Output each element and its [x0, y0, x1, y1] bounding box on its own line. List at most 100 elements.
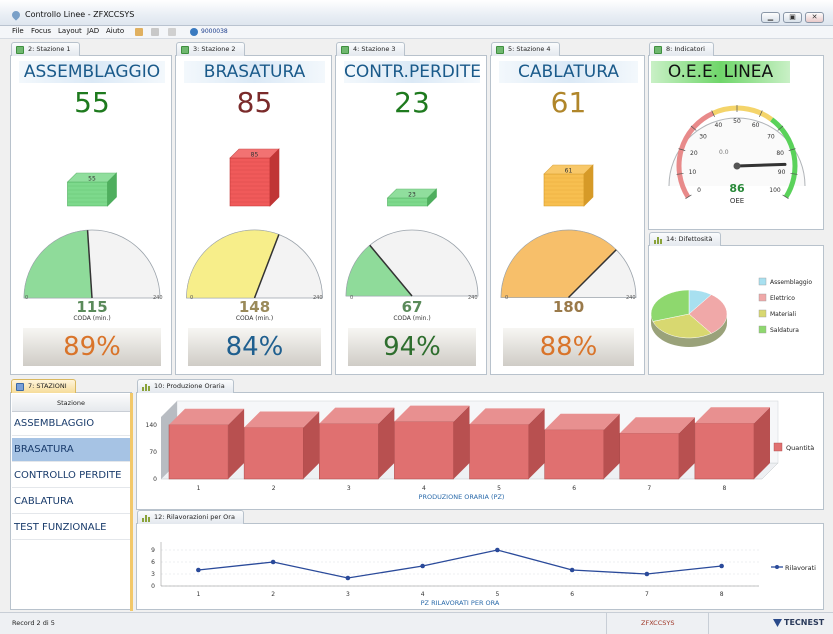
queue-gauge — [23, 229, 161, 299]
bar-top — [394, 405, 470, 422]
gauge-tick-label: 10 — [689, 169, 697, 176]
list-item[interactable]: TEST FUNZIONALE — [12, 516, 130, 540]
menu-jad[interactable]: JAD — [87, 27, 100, 35]
tab-station[interactable]: 5: Stazione 4 — [491, 42, 560, 56]
data-point — [569, 567, 575, 573]
status-bar: Record 2 di 5 ZFXCCSYS TECNEST — [0, 612, 833, 634]
cube-label: 61 — [565, 168, 573, 175]
panel-border-accent — [130, 393, 133, 611]
x-axis-label: PZ RILAVORATI PER ORA — [421, 599, 500, 607]
gauge-tick — [788, 148, 796, 151]
menu-layout[interactable]: Layout — [58, 27, 82, 35]
gauge-tick — [790, 173, 798, 175]
gauge-needle — [253, 234, 280, 299]
tab-label: 7: STAZIONI — [28, 382, 67, 390]
tab-rilavorazioni[interactable]: 12: Rilavorazioni per Ora — [137, 510, 244, 524]
tab-indicatori[interactable]: 8: Indicatori — [649, 42, 714, 56]
legend-label: Materiali — [770, 311, 796, 318]
grid-icon — [16, 383, 24, 391]
list-item[interactable]: BRASATURA — [12, 438, 130, 462]
record-status: Record 2 di 5 — [12, 619, 55, 627]
x-tick-label: 2 — [272, 485, 276, 492]
tab-difettosita[interactable]: 14: Difettosità — [649, 232, 722, 246]
cube-top — [386, 188, 438, 199]
tab-label: 12: Rilavorazioni per Ora — [154, 513, 235, 521]
cube-top — [229, 148, 280, 159]
bar-side — [603, 413, 620, 479]
toolbar-tool-icon[interactable] — [135, 28, 143, 36]
tab-produzione[interactable]: 10: Produzione Oraria — [137, 379, 234, 393]
list-item[interactable]: CONTROLLO PERDITE — [12, 464, 130, 488]
panel-icon — [16, 46, 24, 54]
station-count: 23 — [394, 86, 430, 119]
cube-stack: 61 — [543, 164, 594, 207]
gauge-max-label: 240 — [468, 295, 478, 301]
gauge-tick-label: 30 — [699, 133, 707, 140]
legend-swatch — [758, 309, 767, 318]
column-header-stazione[interactable]: Stazione — [12, 394, 130, 412]
x-tick-label: 6 — [570, 591, 574, 598]
difettosita-pie-chart: Assemblaggio Elettrico Materiali Saldatura — [650, 277, 812, 347]
tab-stazioni[interactable]: 7: STAZIONI — [11, 379, 76, 393]
efficiency-percent: 94% — [348, 328, 476, 366]
gauge-hub — [733, 162, 741, 170]
tecnest-logo-icon — [773, 619, 782, 627]
bar-side — [453, 405, 470, 479]
station-name: CABLATURA — [499, 61, 638, 83]
bar-top — [694, 407, 770, 424]
menu-file[interactable]: File — [12, 27, 24, 35]
gauge-tick-label: 70 — [767, 133, 775, 140]
close-button[interactable]: ✕ — [805, 12, 824, 23]
pie-slice — [650, 289, 690, 322]
tab-station[interactable]: 3: Stazione 2 — [176, 42, 245, 56]
data-point — [420, 563, 425, 569]
efficiency-percent: 88% — [503, 328, 634, 366]
minimize-button[interactable]: ▁ — [761, 12, 780, 23]
x-tick-label: 5 — [497, 485, 501, 492]
oee-value: 86 — [729, 182, 745, 195]
gauge-max-label: 240 — [626, 295, 636, 301]
list-item[interactable]: ASSEMBLAGGIO — [12, 412, 130, 436]
menu-aiuto[interactable]: Aiuto — [106, 27, 125, 35]
queue-value: 148 — [238, 298, 271, 316]
x-tick-label: 8 — [723, 485, 727, 492]
toolbar-shield-icon — [190, 28, 198, 36]
cube-top — [543, 164, 594, 175]
gauge-needle — [369, 244, 413, 297]
station-panel: 2: Stazione 1 ASSEMBLAGGIO 55 55 0 240 1… — [10, 42, 172, 375]
menu-focus[interactable]: Focus — [31, 27, 51, 35]
gauge-tick — [782, 194, 789, 199]
bar-side — [303, 411, 320, 479]
tab-station[interactable]: 4: Stazione 3 — [336, 42, 405, 56]
bar-side — [378, 407, 395, 479]
bar — [394, 421, 454, 480]
y-tick-label: 140 — [146, 422, 158, 429]
gauge-center-label: 0.0 — [719, 149, 729, 156]
gauge-tick — [685, 194, 692, 199]
x-tick-label: 6 — [572, 485, 576, 492]
tab-label: 4: Stazione 3 — [353, 45, 396, 53]
efficiency-percent: 89% — [23, 328, 161, 366]
tab-label: 3: Stazione 2 — [193, 45, 236, 53]
gauge-tick — [690, 125, 697, 131]
y-tick-label: 6 — [151, 559, 155, 566]
cube-label: 85 — [251, 152, 259, 159]
station-name: BRASATURA — [184, 61, 325, 83]
queue-value: 67 — [401, 298, 423, 316]
counter-label: 9000038 — [201, 28, 228, 35]
gauge-tick — [678, 148, 686, 151]
bar — [469, 424, 529, 480]
toolbar-chart-icon[interactable] — [168, 28, 176, 36]
tab-label: 14: Difettosità — [666, 235, 713, 243]
x-axis-label: PRODUZIONE ORARIA (PZ) — [419, 493, 505, 501]
bar — [319, 423, 379, 480]
legend-marker — [775, 565, 779, 569]
list-item[interactable]: CABLATURA — [12, 490, 130, 514]
restore-button[interactable]: ▣ — [783, 12, 802, 23]
y-tick-label: 0 — [151, 583, 155, 590]
cube-stack: 55 — [66, 172, 118, 207]
bar-chart-icon — [142, 383, 150, 391]
legend-label: Saldatura — [770, 327, 799, 334]
tab-station[interactable]: 2: Stazione 1 — [11, 42, 80, 56]
